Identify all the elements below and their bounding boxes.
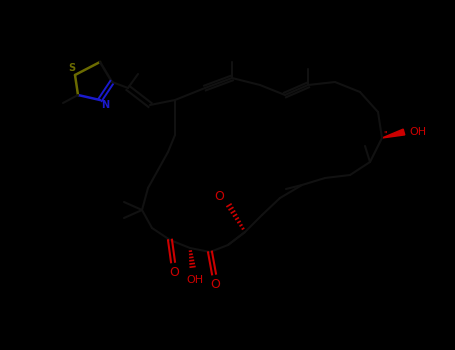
Text: OH: OH <box>187 275 203 285</box>
Text: O: O <box>210 278 220 290</box>
Polygon shape <box>382 129 405 138</box>
Text: O: O <box>214 190 224 203</box>
Text: O: O <box>169 266 179 279</box>
Text: OH: OH <box>410 127 427 137</box>
Text: S: S <box>68 63 76 73</box>
Text: '': '' <box>384 131 388 140</box>
Text: N: N <box>101 100 109 110</box>
